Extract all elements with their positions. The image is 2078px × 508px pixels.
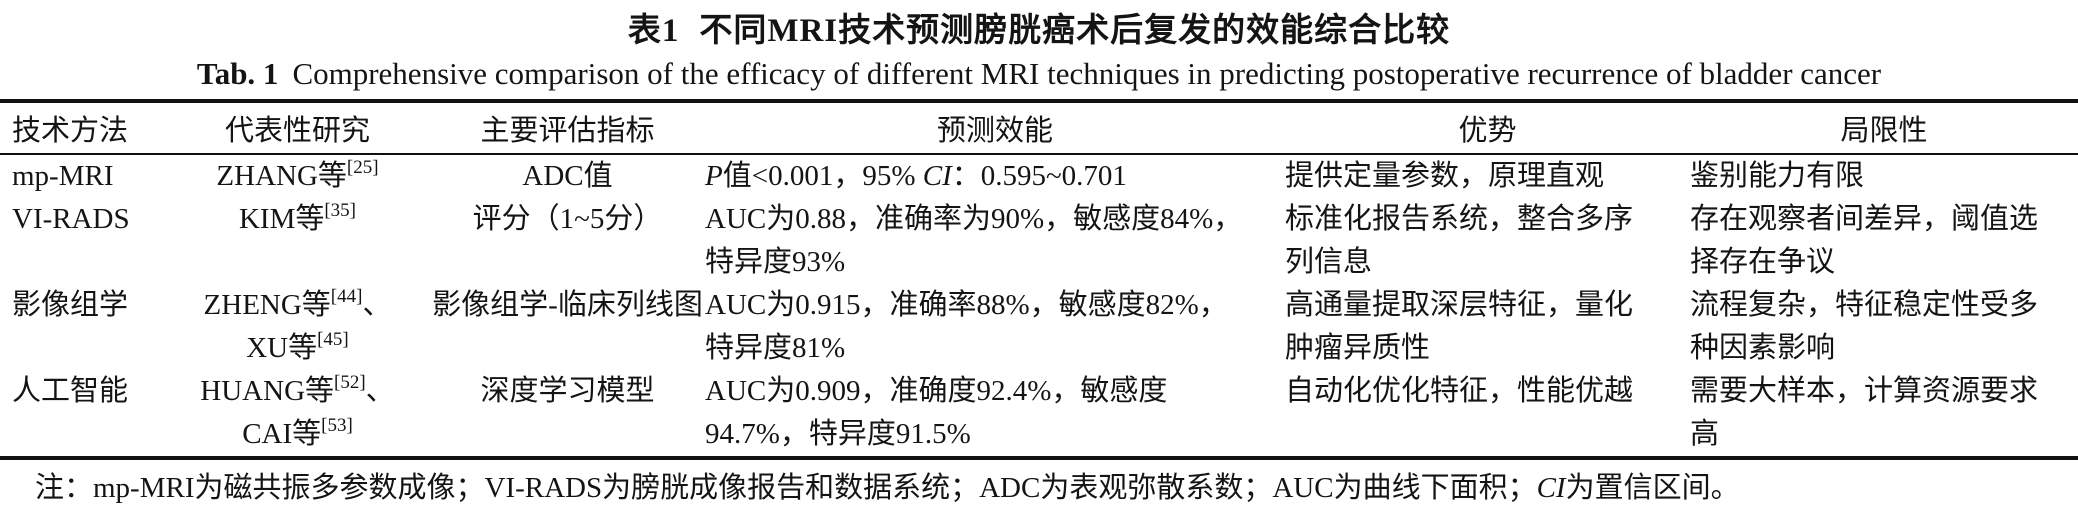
- cell-efficacy: AUC为0.88，准确率为90%，敏感度84%， 特异度93%: [705, 198, 1285, 284]
- cell-line: 流程复杂，特征稳定性受多: [1690, 289, 2039, 321]
- cell-study: KIM等[35]: [165, 198, 430, 284]
- cell-line: AUC为0.88，准确率为90%，敏感度84%，: [705, 203, 1243, 235]
- cell-line: 高: [1690, 418, 1720, 450]
- table-footnote: 注：mp-MRI为磁共振多参数成像；VI-RADS为膀胱成像报告和数据系统；AD…: [35, 472, 1740, 504]
- column-header-study: 代表性研究: [224, 115, 370, 147]
- cell-indicator: 评分（1~5分）: [430, 198, 705, 284]
- cell-line: 评分（1~5分）: [472, 203, 663, 235]
- cell-method: 人工智能: [0, 370, 165, 458]
- cell-line: 列信息: [1285, 246, 1373, 278]
- cell-line: 标准化报告系统，整合多序: [1285, 203, 1634, 235]
- cell-line: P值<0.001，95% CI：0.595~0.701: [705, 160, 1127, 192]
- table-title-en-text: Comprehensive comparison of the efficacy…: [292, 56, 1882, 91]
- cell-line: 择存在争议: [1690, 246, 1836, 278]
- cell-line: 94.7%，特异度91.5%: [705, 418, 971, 450]
- column-header-efficacy: 预测效能: [936, 115, 1053, 147]
- cell-indicator: 影像组学-临床列线图: [430, 284, 705, 370]
- cell-line: 自动化优化特征，性能优越: [1285, 375, 1634, 407]
- cell-line: 存在观察者间差异，阈值选: [1690, 203, 2039, 235]
- cell-line: 鉴别能力有限: [1690, 160, 1865, 192]
- cell-line: 深度学习模型: [480, 375, 655, 407]
- table-title-zh-text: 不同MRI技术预测膀胱癌术后复发的效能综合比较: [699, 13, 1451, 49]
- cell-line: VI-RADS: [12, 203, 130, 235]
- cell-line: 人工智能: [12, 375, 129, 407]
- cell-study: HUANG等[52]、 CAI等[53]: [165, 370, 430, 458]
- cell-limitation: 鉴别能力有限: [1690, 154, 2078, 198]
- cell-line: AUC为0.915，准确率88%，敏感度82%，: [705, 289, 1228, 321]
- cell-line: 提供定量参数，原理直观: [1285, 160, 1605, 192]
- cell-efficacy: P值<0.001，95% CI：0.595~0.701: [705, 154, 1285, 198]
- cell-limitation: 需要大样本，计算资源要求高: [1690, 370, 2078, 458]
- column-header-method: 技术方法: [12, 115, 129, 147]
- cell-efficacy: AUC为0.915，准确率88%，敏感度82%， 特异度81%: [705, 284, 1285, 370]
- cell-limitation: 存在观察者间差异，阈值选 择存在争议: [1690, 198, 2078, 284]
- cell-line: 高通量提取深层特征，量化: [1285, 289, 1634, 321]
- column-header-limitation: 局限性: [1840, 115, 1928, 147]
- cell-indicator: 深度学习模型: [430, 370, 705, 458]
- table-title-en: Tab. 1 Comprehensive comparison of the ef…: [0, 56, 2078, 92]
- table-row: 人工智能 HUANG等[52]、 CAI等[53] 深度学习模型 AUC为0.909，准…: [0, 370, 2078, 458]
- table-title-zh: 表1 不同MRI技术预测膀胱癌术后复发的效能综合比较: [0, 0, 2078, 51]
- cell-line: mp-MRI: [12, 160, 114, 192]
- cell-line: 需要大样本，计算资源要求: [1690, 375, 2039, 407]
- cell-advantage: 高通量提取深层特征，量化 肿瘤异质性: [1285, 284, 1690, 370]
- table-row: 影像组学 ZHENG等[44]、 XU等[45] 影像组学-临床列线图 AUC为0.91…: [0, 284, 2078, 370]
- cell-line: 特异度93%: [705, 246, 846, 278]
- cell-line: KIM等[35]: [238, 200, 357, 235]
- cell-method: 影像组学: [0, 284, 165, 370]
- cell-line: CAI等[53]: [242, 415, 353, 450]
- cell-line: 影像组学: [12, 289, 129, 321]
- cell-line: ADC值: [522, 160, 613, 192]
- cell-line: 种因素影响: [1690, 332, 1836, 364]
- column-header-indicator: 主要评估指标: [480, 115, 655, 147]
- table-row: VI-RADS KIM等[35] 评分（1~5分） AUC为0.88，准确率为90%，…: [0, 198, 2078, 284]
- cell-method: VI-RADS: [0, 198, 165, 284]
- cell-line: XU等[45]: [246, 329, 349, 364]
- cell-line: ZHENG等[44]、: [203, 286, 392, 321]
- mri-comparison-table: 技术方法 代表性研究 主要评估指标 预测效能 优势 局限性 mp-MRI ZHANG等[25…: [0, 99, 2078, 460]
- cell-study: ZHANG等[25]: [165, 154, 430, 198]
- table-header-row: 技术方法 代表性研究 主要评估指标 预测效能 优势 局限性: [0, 101, 2078, 154]
- column-header-advantage: 优势: [1458, 115, 1517, 147]
- cell-advantage: 标准化报告系统，整合多序 列信息: [1285, 198, 1690, 284]
- cell-indicator: ADC值: [430, 154, 705, 198]
- cell-efficacy: AUC为0.909，准确度92.4%，敏感度 94.7%，特异度91.5%: [705, 370, 1285, 458]
- cell-line: 特异度81%: [705, 332, 846, 364]
- cell-limitation: 流程复杂，特征稳定性受多 种因素影响: [1690, 284, 2078, 370]
- cell-method: mp-MRI: [0, 154, 165, 198]
- cell-line: AUC为0.909，准确度92.4%，敏感度: [705, 375, 1168, 407]
- cell-line: ZHANG等[25]: [216, 157, 379, 192]
- table-number-en: Tab. 1: [196, 56, 279, 91]
- table-row: mp-MRI ZHANG等[25] ADC值 P值<0.001，95% CI：0.59…: [0, 154, 2078, 198]
- cell-line: HUANG等[52]、: [200, 372, 395, 407]
- cell-line: 影像组学-临床列线图: [432, 289, 703, 321]
- cell-study: ZHENG等[44]、 XU等[45]: [165, 284, 430, 370]
- table-number-zh: 表1: [627, 13, 680, 49]
- cell-advantage: 提供定量参数，原理直观: [1285, 154, 1690, 198]
- cell-advantage: 自动化优化特征，性能优越: [1285, 370, 1690, 458]
- cell-line: 肿瘤异质性: [1285, 332, 1431, 364]
